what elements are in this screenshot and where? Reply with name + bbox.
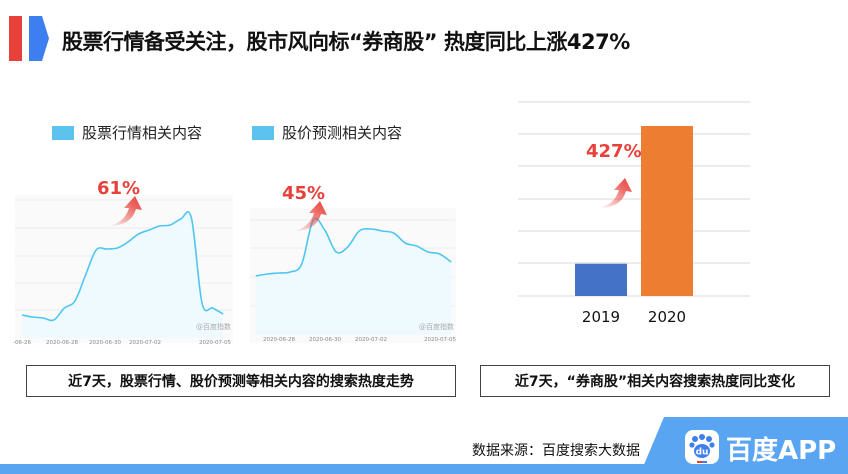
x-tick-label: 2020-06-28 [263, 337, 295, 343]
up-arrow-icon [599, 178, 632, 208]
logo-text: du [696, 448, 709, 458]
header-red-bar [9, 16, 22, 61]
legend-swatch [252, 125, 274, 140]
legend-label: 股价预测相关内容 [282, 124, 403, 142]
legend-label: 股票行情相关内容 [82, 124, 203, 142]
x-tick-label: 2020 [648, 308, 686, 326]
x-tick-label: -06-26 [13, 340, 31, 346]
watermark: @百度指数 [419, 323, 454, 331]
baidu-logo: du [685, 430, 719, 464]
x-tick-label: 2020-07-05 [424, 337, 456, 343]
legend-swatch [52, 125, 74, 140]
x-tick-label: 2020-07-02 [129, 340, 161, 346]
x-tick-label: 2019 [582, 308, 620, 326]
page-title: 股票行情备受关注，股市风向标“券商股” 热度同比上涨427% [62, 30, 630, 54]
series-line [255, 217, 452, 277]
legend-stock-market: 股票行情相关内容 [52, 122, 202, 143]
area-fill [22, 211, 224, 338]
paw-icon: du [689, 434, 715, 463]
area-fill [255, 218, 452, 335]
up-arrow-icon [109, 196, 142, 226]
caption-left: 近7天，股票行情、股价预测等相关内容的搜索热度走势 [26, 365, 456, 397]
x-tick-label: 2020-06-30 [309, 337, 341, 343]
bar-2019 [575, 263, 627, 296]
up-arrow-icon [294, 201, 327, 231]
annotation-45: 45% [282, 183, 326, 204]
brand-name: 百度APP [726, 436, 837, 466]
annotation-427: 427% [586, 141, 642, 162]
data-source: 数据来源：百度搜索大数据 [472, 443, 640, 459]
watermark: @百度指数 [196, 323, 231, 331]
annotation-61: 61% [97, 178, 141, 199]
x-tick-label: 2020-06-30 [89, 340, 121, 346]
x-tick-label: 2020-07-02 [355, 337, 387, 343]
x-tick-label: 2020-07-05 [199, 340, 231, 346]
header-blue-chevron [29, 16, 49, 61]
footer-stripe [0, 464, 660, 474]
x-tick-label: 2020-06-28 [46, 340, 78, 346]
bar-2020 [641, 126, 693, 296]
legend-price-forecast: 股价预测相关内容 [252, 122, 402, 143]
caption-right: 近7天，“券商股”相关内容搜索热度同比变化 [480, 365, 830, 397]
